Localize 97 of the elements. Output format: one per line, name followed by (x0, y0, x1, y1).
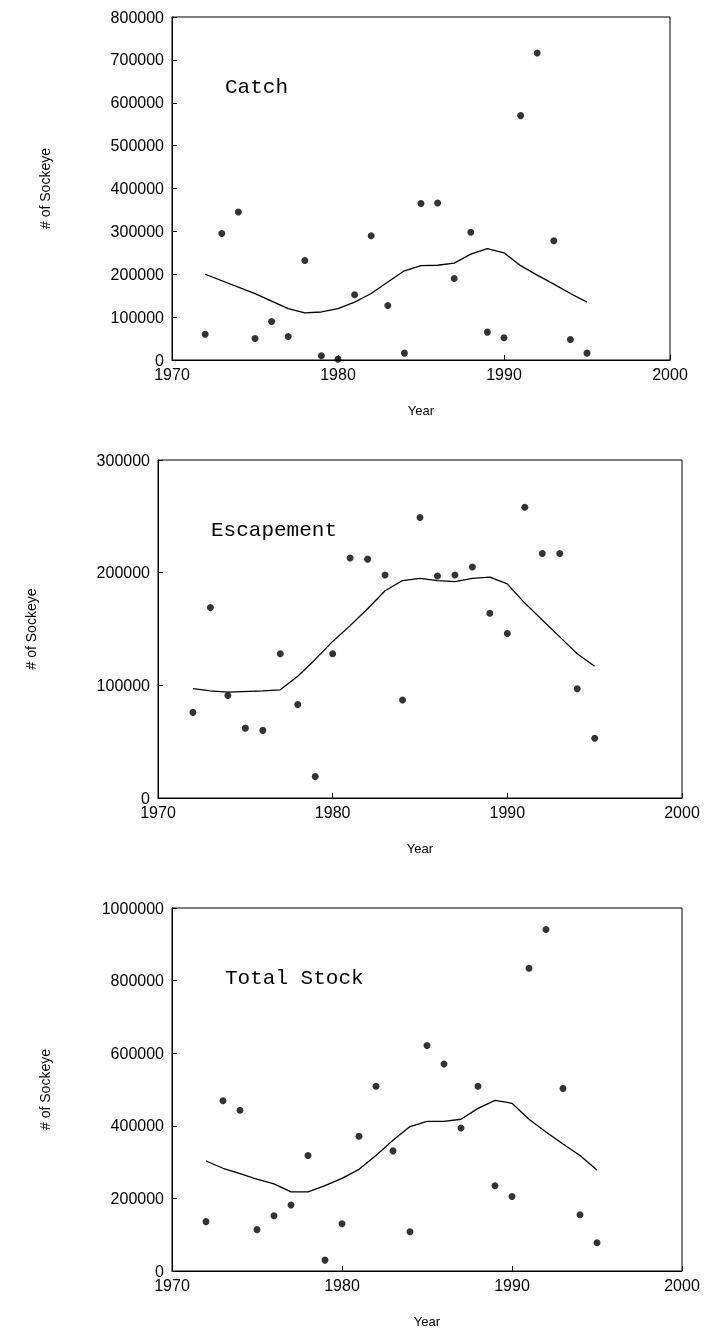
y-tick-label: 100000 (110, 308, 165, 326)
line-series (205, 1099, 598, 1193)
point (304, 1152, 312, 1160)
point (236, 1106, 244, 1114)
point (576, 1211, 584, 1219)
y-tick-label: 600000 (110, 1044, 165, 1062)
point (474, 1082, 482, 1090)
point (201, 330, 209, 338)
point (450, 275, 458, 283)
y-tick-label: 200000 (110, 1189, 165, 1207)
y-tick-label: 200000 (110, 265, 165, 283)
y-tick-label: 200000 (96, 564, 151, 582)
point (364, 555, 372, 563)
point (483, 328, 491, 336)
x-tick-label: 1990 (494, 1276, 530, 1294)
x-axis-title: Year (407, 403, 435, 418)
point (372, 1082, 380, 1090)
point (591, 734, 599, 742)
x-tick-label: 1990 (489, 803, 526, 821)
point (206, 604, 214, 612)
x-tick-label: 1980 (324, 1276, 360, 1294)
point (467, 228, 475, 236)
point (538, 550, 546, 558)
point (384, 302, 392, 310)
point (284, 332, 292, 340)
point (542, 925, 550, 933)
point (508, 1193, 516, 1201)
point (270, 1212, 278, 1220)
point (525, 964, 533, 972)
point (593, 1239, 601, 1247)
y-tick-label: 1000000 (101, 899, 165, 917)
text: Escapement (211, 519, 338, 542)
y-tick-label: 300000 (96, 451, 151, 469)
point (311, 773, 319, 781)
point (234, 208, 242, 216)
point (486, 609, 494, 617)
point (399, 696, 407, 704)
x-tick-label: 2000 (664, 1276, 700, 1294)
point (517, 112, 525, 120)
point (224, 691, 232, 699)
line-series (204, 247, 588, 314)
y-tick-label: 600000 (110, 94, 165, 112)
x-tick-label: 2000 (664, 803, 700, 821)
y-axis-title: # of Sockeye (37, 147, 53, 229)
point (406, 1228, 414, 1236)
point (417, 200, 425, 207)
y-axis-title: # of Sockeye (23, 588, 39, 670)
point (301, 257, 309, 265)
text: Total Stock (225, 967, 364, 990)
point (433, 572, 441, 580)
point (566, 335, 574, 343)
y-tick-label: 800000 (110, 972, 165, 990)
point (253, 1226, 261, 1234)
x-tick-label: 1980 (320, 365, 356, 383)
point (434, 199, 442, 207)
point (468, 563, 476, 571)
point (259, 726, 267, 734)
point (338, 1220, 346, 1228)
y-axis-title: # of Sockeye (37, 1048, 53, 1130)
point (268, 317, 276, 325)
point (276, 650, 284, 658)
x-tick-label: 1980 (314, 803, 351, 821)
y-tick-label: 700000 (110, 51, 165, 69)
point (241, 724, 249, 732)
point (251, 335, 259, 343)
point (556, 550, 564, 558)
point (416, 513, 424, 521)
point (294, 700, 302, 708)
x-tick-label: 2000 (652, 365, 688, 383)
y-tick-label: 500000 (110, 137, 165, 155)
x-axis-title: Year (413, 1314, 441, 1329)
point (202, 1218, 210, 1226)
point (521, 503, 529, 511)
point (491, 1182, 499, 1190)
point (550, 237, 558, 245)
point (189, 708, 197, 716)
y-tick-label: 400000 (110, 180, 165, 197)
y-tick-label: 800000 (110, 8, 165, 26)
point (351, 291, 359, 299)
point (317, 352, 325, 360)
point (500, 334, 508, 342)
point (218, 230, 226, 238)
point (400, 349, 408, 357)
point (367, 232, 375, 240)
point (559, 1084, 567, 1092)
point (573, 685, 581, 693)
x-axis-title: Year (406, 841, 434, 856)
text: Catch (225, 76, 289, 99)
point (503, 630, 511, 637)
point (219, 1097, 227, 1105)
x-tick-label: 1990 (486, 365, 522, 383)
y-tick-label: 100000 (96, 676, 151, 694)
y-tick-label: 300000 (110, 222, 165, 240)
y-tick-label: 400000 (110, 1117, 165, 1135)
point (423, 1042, 431, 1050)
point (355, 1132, 363, 1140)
point (329, 650, 337, 658)
